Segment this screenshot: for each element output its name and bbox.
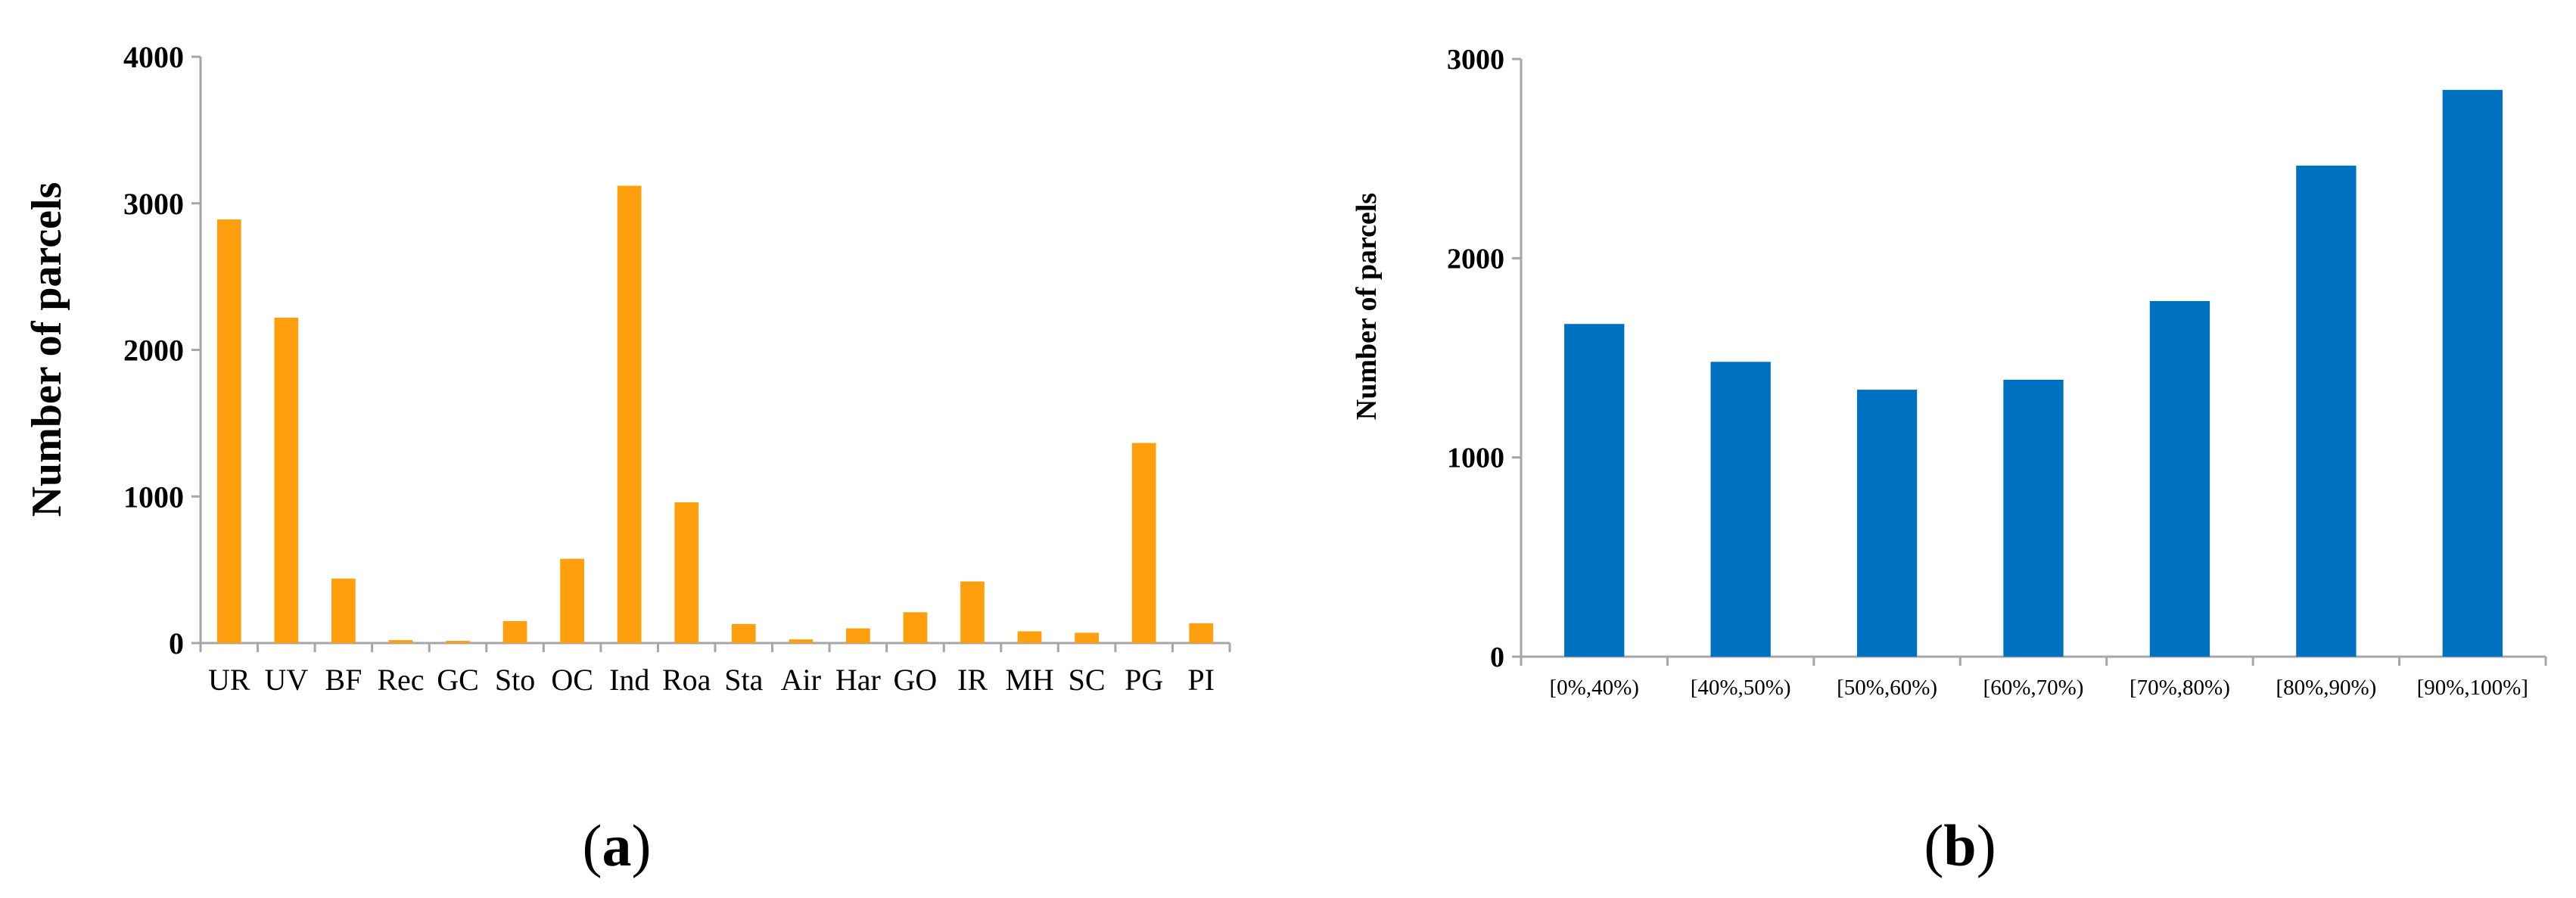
chart-a-xtick-label: UV — [264, 663, 308, 697]
chart-b-ytick-label: 2000 — [1447, 243, 1504, 275]
chart-b-ytick-label: 3000 — [1447, 44, 1504, 76]
chart-a-bar-UV — [274, 317, 299, 643]
chart-a-bar-Har — [846, 628, 870, 643]
chart-a-xtick-label: Air — [781, 663, 821, 697]
panel-label-a: (a) — [583, 813, 652, 878]
chart-b-xtick-label: [50%,60%) — [1837, 676, 1937, 700]
chart-a-bars — [216, 185, 1214, 643]
chart-b-y-ticks: 0 1000 2000 3000 — [1447, 44, 1521, 673]
chart-b-bar-[40%,50%) — [1710, 362, 1771, 657]
chart-a-bar-OC — [560, 558, 584, 643]
chart-a-xtick-label: Sto — [495, 663, 535, 697]
chart-a-bar-GO — [903, 612, 928, 643]
chart-a-xtick-label: GC — [437, 663, 479, 697]
chart-a: 0 1000 2000 3000 4000 UR UV BF Rec GC Sto OC Ind Roa… — [23, 40, 1231, 878]
chart-a-y-axis-label: Number of parcels — [23, 182, 70, 517]
chart-a-bar-GC — [446, 641, 470, 643]
chart-a-xtick-label: IR — [957, 663, 988, 697]
chart-a-xtick-label: PG — [1125, 663, 1163, 697]
chart-a-xtick-label: Ind — [609, 663, 649, 697]
chart-a-xtick-label: Roa — [662, 663, 711, 697]
chart-a-xtick-label: GO — [894, 663, 938, 697]
chart-a-xtick-label: PI — [1187, 663, 1215, 697]
chart-b-xtick-label: [60%,70%) — [1983, 676, 2084, 700]
chart-b: 0 1000 2000 3000 [0%,40%) [40%,50%) [50%,60%)… — [1351, 44, 2547, 878]
chart-a-xtick-label: Rec — [377, 663, 424, 697]
chart-b-bar-[0%,40%) — [1564, 324, 1625, 657]
chart-a-bar-PI — [1189, 623, 1214, 643]
chart-b-xtick-label: [80%,90%) — [2276, 676, 2376, 700]
panel-label-b: (b) — [1924, 813, 1996, 878]
chart-b-y-axis-label: Number of parcels — [1351, 193, 1383, 420]
chart-a-ytick-label: 3000 — [123, 187, 184, 221]
chart-a-xtick-label: Sta — [724, 663, 763, 697]
chart-a-bar-IR — [960, 581, 985, 643]
chart-a-xtick-label: BF — [325, 663, 362, 697]
chart-b-xtick-label: [90%,100%] — [2417, 676, 2528, 700]
chart-b-bar-[70%,80%) — [2149, 300, 2210, 657]
chart-a-bar-Ind — [617, 185, 642, 643]
chart-b-xtick-label: [70%,80%) — [2130, 676, 2230, 700]
chart-b-bar-[80%,90%) — [2296, 165, 2357, 657]
chart-b-x-ticks: [0%,40%) [40%,50%) [50%,60%) [60%,70%) [70%,… — [1520, 657, 2547, 700]
chart-a-bar-Sta — [731, 623, 756, 643]
chart-a-xtick-label: OC — [551, 663, 593, 697]
chart-a-bar-BF — [331, 578, 356, 643]
chart-a-bar-Sto — [502, 620, 527, 643]
chart-b-bar-[90%,100%] — [2442, 89, 2503, 657]
chart-b-xtick-label: [0%,40%) — [1550, 676, 1639, 700]
chart-a-xtick-label: Har — [835, 663, 881, 697]
chart-a-bar-Air — [789, 639, 814, 643]
chart-a-bar-PG — [1131, 443, 1156, 643]
chart-a-ytick-label: 0 — [169, 626, 184, 660]
chart-a-xtick-label: UR — [208, 663, 250, 697]
chart-a-xtick-label: SC — [1069, 663, 1106, 697]
chart-a-bar-MH — [1017, 631, 1042, 643]
chart-a-bar-Rec — [388, 640, 413, 643]
chart-b-ytick-label: 0 — [1490, 642, 1504, 673]
chart-a-ytick-label: 4000 — [123, 40, 184, 74]
chart-b-bar-[50%,60%) — [1856, 390, 1918, 657]
chart-a-bar-Roa — [674, 502, 699, 643]
chart-a-y-ticks: 0 1000 2000 3000 4000 — [123, 40, 201, 660]
chart-b-bar-[60%,70%) — [2003, 379, 2064, 657]
chart-a-bar-UR — [216, 219, 241, 643]
chart-b-ytick-label: 1000 — [1447, 443, 1504, 474]
chart-b-xtick-label: [40%,50%) — [1691, 676, 1791, 700]
chart-a-xtick-label: MH — [1005, 663, 1053, 697]
chart-a-x-ticks: UR UV BF Rec GC Sto OC Ind Roa Sta Air Har GO IR MH SC P… — [199, 643, 1231, 697]
chart-a-ytick-label: 1000 — [123, 480, 184, 514]
chart-b-bars — [1564, 89, 2503, 657]
chart-a-bar-SC — [1075, 632, 1099, 643]
chart-a-ytick-label: 2000 — [123, 334, 184, 368]
